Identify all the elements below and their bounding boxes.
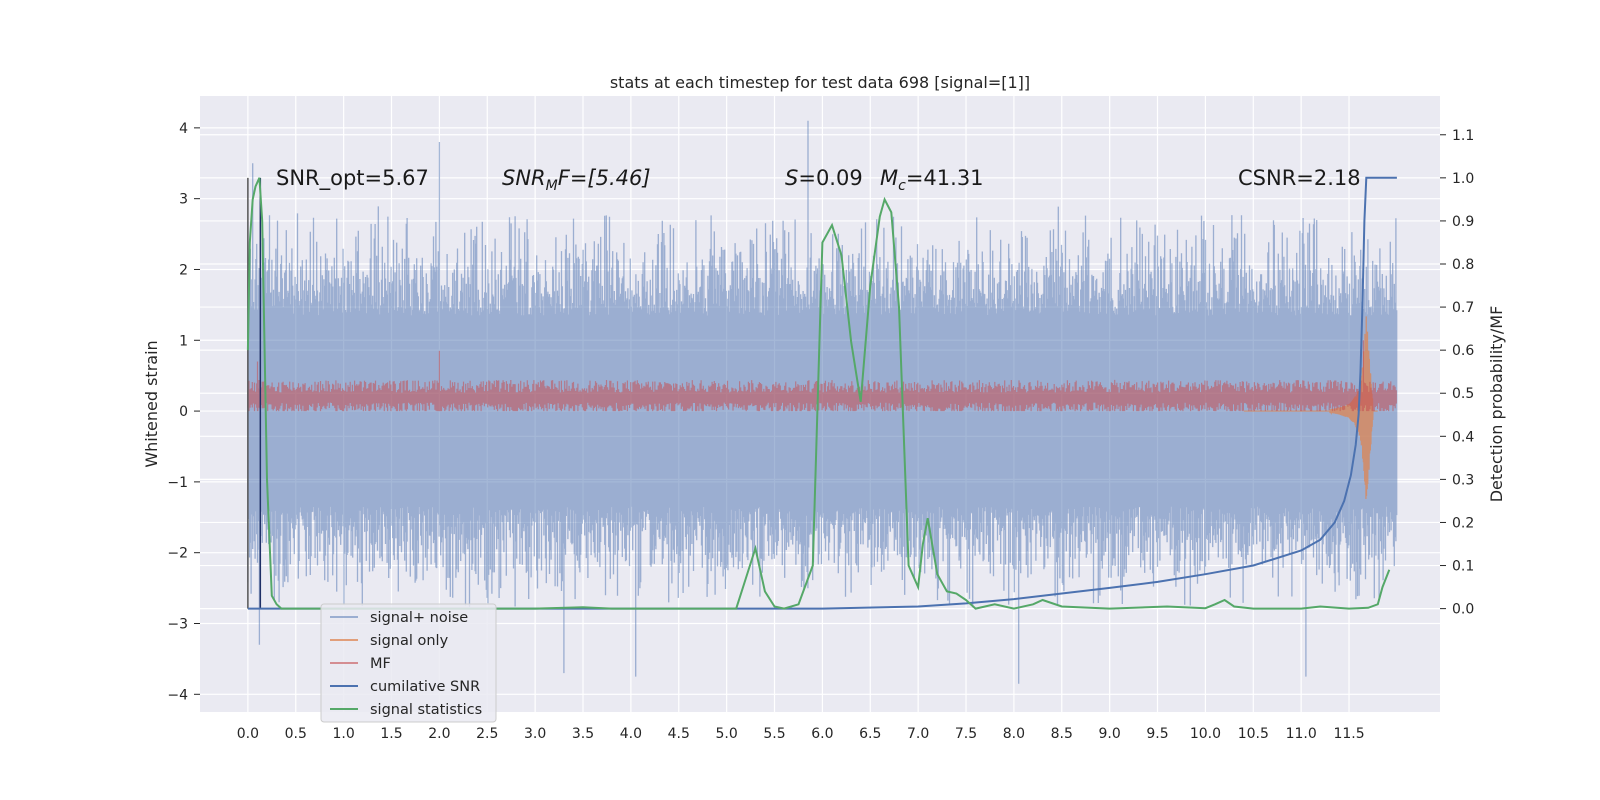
legend-label-signal-statistics: signal statistics [370,702,482,718]
y2-tick-label: 0.3 [1452,472,1474,488]
x-tick-label: 0.5 [285,726,307,742]
x-tick-label: 2.5 [476,726,498,742]
y-tick-label: 1 [179,333,188,349]
x-tick-label: 10.0 [1190,726,1221,742]
y2-tick-label: 1.1 [1452,128,1474,144]
y2-tick-label: 0.8 [1452,257,1474,273]
annotation-s: S=0.09 [785,166,863,190]
annotation-mc: Mc=41.31 [880,166,984,194]
x-tick-label: 7.5 [955,726,977,742]
annotation-snr-mf: SNRMF=[5.46] [502,166,651,194]
y2-tick-label: 0.4 [1452,429,1474,445]
legend-box [320,603,497,723]
x-tick-label: 2.0 [428,726,450,742]
x-tick-label: 10.5 [1238,726,1269,742]
x-tick-label: 6.5 [859,726,881,742]
y-tick-label: 3 [179,192,188,208]
x-tick-label: 8.5 [1051,726,1073,742]
y2-axis-label: Detection probability/MF [1487,306,1506,503]
x-tick-label: 11.0 [1286,726,1317,742]
y2-tick-label: 0.1 [1452,559,1474,575]
y2-tick-label: 1.0 [1452,171,1474,187]
x-tick-label: 5.0 [716,726,738,742]
y-tick-label: 4 [179,121,188,137]
y2-tick-label: 0.6 [1452,343,1474,359]
y-tick-label: −1 [167,475,188,491]
y-tick-label: 0 [179,404,188,420]
x-tick-label: 4.0 [620,726,642,742]
x-tick-label: 9.0 [1099,726,1121,742]
x-tick-label: 3.5 [572,726,594,742]
x-tick-label: 11.5 [1333,726,1364,742]
x-tick-label: 1.0 [332,726,354,742]
y-axis-ticks: 4 3 2 1 0 −1 −2 −3 −4 [167,121,200,703]
y2-tick-label: 0.9 [1452,214,1474,230]
legend-label-signal-noise: signal+ noise [370,610,468,626]
y-tick-label: −4 [167,687,188,703]
y2-tick-label: 0.2 [1452,515,1474,531]
x-axis-ticks: 0.0 0.5 1.0 1.5 2.0 2.5 3.0 3.5 4.0 4.5 5.0 5.5 6.0 6… [237,726,1365,742]
legend-label-cumilative-snr: cumilative SNR [370,679,480,695]
y-axis-label: Whitened strain [142,340,161,467]
annotation-snr-opt: SNR_opt=5.67 [276,166,429,191]
x-tick-label: 0.0 [237,726,259,742]
legend-label-signal-only: signal only [370,633,449,649]
y-tick-label: −3 [167,616,188,632]
x-tick-label: 5.5 [763,726,785,742]
y-tick-label: −2 [167,546,188,562]
y-tick-label: 2 [179,262,188,278]
x-tick-label: 6.0 [811,726,833,742]
y2-tick-label: 0.0 [1452,602,1474,618]
x-tick-label: 9.5 [1146,726,1168,742]
x-tick-label: 7.0 [907,726,929,742]
x-tick-label: 8.0 [1003,726,1025,742]
legend-label-mf: MF [370,656,391,672]
y2-tick-label: 0.7 [1452,300,1474,316]
legend: signal+ noise signal only MF cumilative … [320,603,497,723]
y2-tick-label: 0.5 [1452,386,1474,402]
x-tick-label: 1.5 [380,726,402,742]
x-tick-label: 4.5 [668,726,690,742]
annotation-csnr: CSNR=2.18 [1238,166,1361,190]
chart-title: stats at each timestep for test data 698… [610,73,1030,92]
y2-axis-ticks: 1.1 1.0 0.9 0.8 0.7 0.6 0.5 0.4 0.3 0.2 0.1 0.0 [1440,128,1474,618]
x-tick-label: 3.0 [524,726,546,742]
